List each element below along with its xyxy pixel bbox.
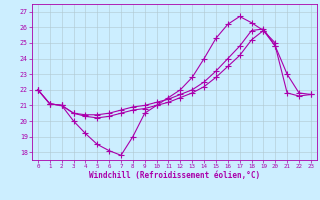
- X-axis label: Windchill (Refroidissement éolien,°C): Windchill (Refroidissement éolien,°C): [89, 171, 260, 180]
